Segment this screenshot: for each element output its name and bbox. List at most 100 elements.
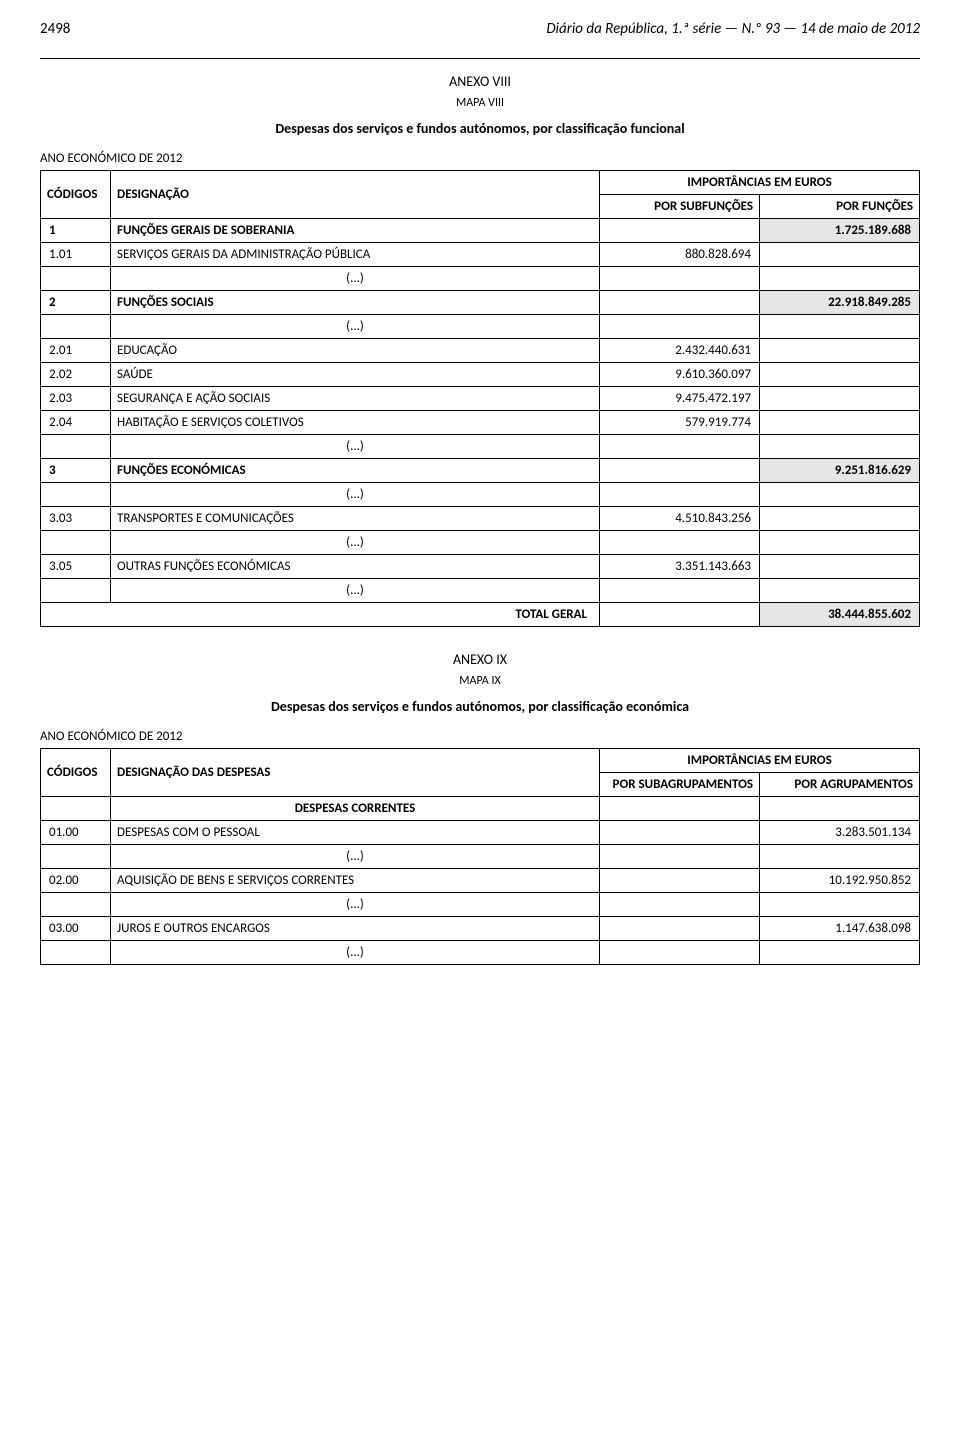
table-row: DESPESAS CORRENTES [41,797,920,821]
cell-designacao: (...) [111,579,600,603]
cell-val2 [760,579,920,603]
cell-val2: 3.283.501.134 [760,821,920,845]
table2-title: Despesas dos serviços e fundos autónomos… [40,698,920,715]
table-row: 2.04HABITAÇÃO E SERVIÇOS COLETIVOS579.91… [41,411,920,435]
table-row: 01.00DESPESAS COM O PESSOAL3.283.501.134 [41,821,920,845]
cell-val2 [760,797,920,821]
cell-val1 [600,797,760,821]
cell-codigo [41,267,111,291]
cell-designacao: DESPESAS COM O PESSOAL [111,821,600,845]
table-row: (...) [41,941,920,965]
table-row: 3.03TRANSPORTES E COMUNICAÇÕES4.510.843.… [41,507,920,531]
anexo-viii-section: ANEXO VIII MAPA VIII Despesas dos serviç… [40,73,920,627]
table1-th-codigos: CÓDIGOS [41,171,111,219]
table1-th-designacao: DESIGNAÇÃO [111,171,600,219]
cell-val2 [760,941,920,965]
cell-val2 [760,845,920,869]
cell-val1 [600,267,760,291]
cell-val2 [760,243,920,267]
cell-val1 [600,435,760,459]
cell-val1 [600,459,760,483]
table-row: (...) [41,435,920,459]
cell-val2 [760,363,920,387]
mapa-viii-subtitle: MAPA VIII [40,96,920,110]
cell-designacao: (...) [111,435,600,459]
cell-codigo [41,435,111,459]
cell-designacao: (...) [111,893,600,917]
cell-codigo: 2.04 [41,411,111,435]
cell-val1 [600,893,760,917]
cell-codigo: 3 [41,459,111,483]
cell-val1 [600,219,760,243]
table2-th-sub1: POR SUBAGRUPAMENTOS [600,773,760,797]
table2-th-importancias: IMPORTÂNCIAS EM EUROS [600,749,920,773]
cell-codigo: 1.01 [41,243,111,267]
cell-designacao: (...) [111,267,600,291]
cell-designacao: OUTRAS FUNÇÕES ECONÓMICAS [111,555,600,579]
cell-codigo: 2 [41,291,111,315]
table1-ano-label: ANO ECONÓMICO DE 2012 [40,151,920,166]
table1-th-importancias: IMPORTÂNCIAS EM EUROS [600,171,920,195]
cell-val1 [600,917,760,941]
cell-val2 [760,893,920,917]
table-row: (...) [41,531,920,555]
cell-val2 [760,387,920,411]
mapa-ix-subtitle: MAPA IX [40,674,920,688]
cell-val2 [760,315,920,339]
cell-val1: 9.610.360.097 [600,363,760,387]
cell-designacao: DESPESAS CORRENTES [111,797,600,821]
anexo-ix-section: ANEXO IX MAPA IX Despesas dos serviços e… [40,651,920,965]
cell-val2: 10.192.950.852 [760,869,920,893]
cell-val2 [760,435,920,459]
cell-codigo [41,893,111,917]
cell-designacao: HABITAÇÃO E SERVIÇOS COLETIVOS [111,411,600,435]
table1-total-empty [600,603,760,627]
table-row: 03.00JUROS E OUTROS ENCARGOS1.147.638.09… [41,917,920,941]
table-row: (...) [41,315,920,339]
table-row: 2FUNÇÕES SOCIAIS22.918.849.285 [41,291,920,315]
cell-val1: 880.828.694 [600,243,760,267]
cell-val2 [760,483,920,507]
cell-val1 [600,821,760,845]
cell-val1: 3.351.143.663 [600,555,760,579]
cell-val2 [760,555,920,579]
table2: CÓDIGOS DESIGNAÇÃO DAS DESPESAS IMPORTÂN… [40,748,920,965]
cell-val2 [760,339,920,363]
table-row: 3FUNÇÕES ECONÓMICAS9.251.816.629 [41,459,920,483]
table-row: 02.00AQUISIÇÃO DE BENS E SERVIÇOS CORREN… [41,869,920,893]
cell-designacao: TRANSPORTES E COMUNICAÇÕES [111,507,600,531]
cell-val2: 1.725.189.688 [760,219,920,243]
publication-title: Diário da República, 1.ª série — N.º 93 … [546,20,920,38]
header-divider [40,58,920,59]
cell-codigo [41,845,111,869]
cell-val1 [600,291,760,315]
cell-codigo: 03.00 [41,917,111,941]
cell-val2: 22.918.849.285 [760,291,920,315]
cell-val1 [600,845,760,869]
cell-val2 [760,411,920,435]
table-row: (...) [41,893,920,917]
cell-codigo: 2.02 [41,363,111,387]
cell-codigo: 3.05 [41,555,111,579]
page-header: 2498 Diário da República, 1.ª série — N.… [40,20,920,38]
cell-val1 [600,579,760,603]
cell-designacao: SAÚDE [111,363,600,387]
cell-codigo [41,941,111,965]
cell-val1: 2.432.440.631 [600,339,760,363]
table-row: 2.01EDUCAÇÃO2.432.440.631 [41,339,920,363]
table1-total-label: TOTAL GERAL [41,603,600,627]
cell-val2 [760,267,920,291]
anexo-viii-title: ANEXO VIII [40,73,920,90]
cell-codigo [41,579,111,603]
cell-val2 [760,507,920,531]
cell-designacao: SERVIÇOS GERAIS DA ADMINISTRAÇÃO PÚBLICA [111,243,600,267]
table1-total-value: 38.444.855.602 [760,603,920,627]
cell-codigo: 3.03 [41,507,111,531]
table1-title: Despesas dos serviços e fundos autónomos… [40,120,920,137]
cell-designacao: (...) [111,531,600,555]
cell-designacao: AQUISIÇÃO DE BENS E SERVIÇOS CORRENTES [111,869,600,893]
cell-val1 [600,483,760,507]
cell-designacao: FUNÇÕES ECONÓMICAS [111,459,600,483]
cell-designacao: (...) [111,845,600,869]
cell-val2: 1.147.638.098 [760,917,920,941]
